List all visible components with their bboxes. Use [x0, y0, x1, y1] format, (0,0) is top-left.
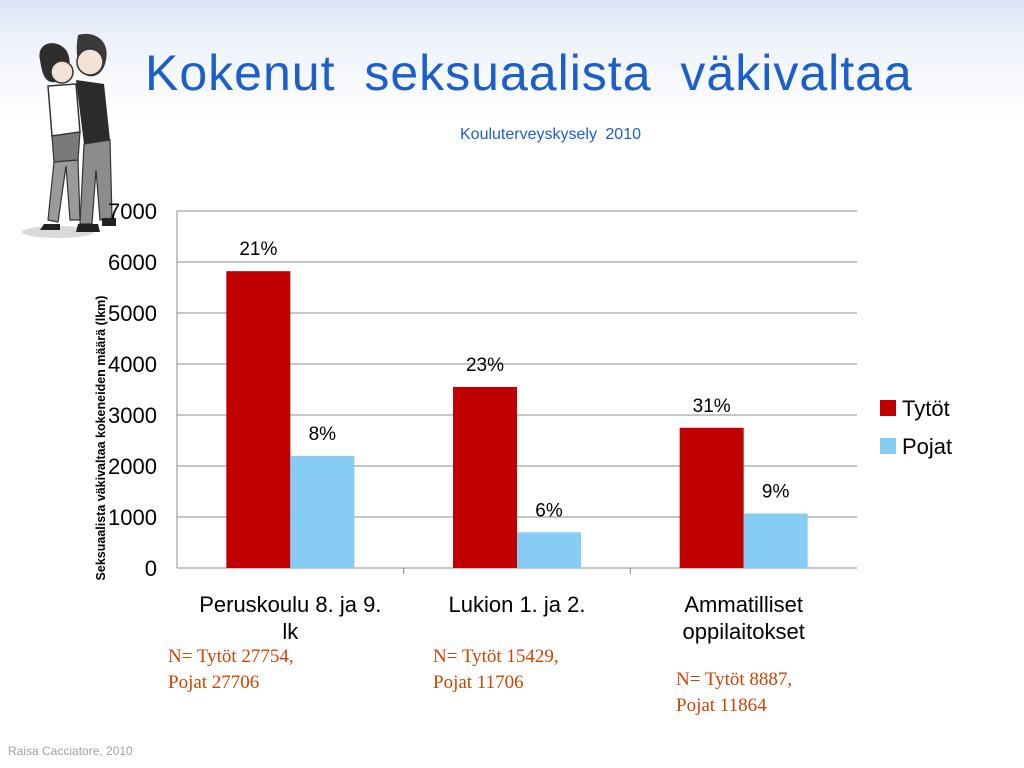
data-label: 31%: [693, 396, 731, 417]
note-ammatilliset: N= Tytöt 8887, Pojat 11864: [676, 667, 792, 719]
y-tick-label: 6000: [108, 250, 157, 275]
data-label: 9%: [762, 481, 790, 502]
y-tick-label: 0: [145, 556, 157, 581]
legend-swatch-pojat: [880, 438, 896, 454]
note-lukio-line1: N= Tytöt 15429,: [433, 646, 559, 667]
data-label: 8%: [309, 424, 337, 445]
y-tick-label: 7000: [108, 199, 157, 224]
y-tick-label: 1000: [108, 505, 157, 530]
note-peruskoulu-line1: N= Tytöt 27754,: [168, 646, 294, 667]
note-ammatilliset-line1: N= Tytöt 8887,: [676, 669, 793, 690]
x-category-label: Lukion 1. ja 2.: [449, 592, 586, 617]
legend-label-tytöt: Tytöt: [902, 396, 950, 421]
data-label: 23%: [466, 355, 504, 376]
data-label: 6%: [535, 500, 563, 521]
footer-credit: Raisa Cacciatore, 2010: [8, 744, 133, 758]
bar-pojat: [743, 513, 808, 568]
y-tick-label: 5000: [108, 301, 157, 326]
data-label: 21%: [239, 239, 277, 260]
couple-illustration: [18, 20, 118, 240]
note-peruskoulu: N= Tytöt 27754, Pojat 27706: [168, 644, 294, 696]
x-category-label: Peruskoulu 8. ja 9.: [199, 592, 381, 617]
note-peruskoulu-line2: Pojat 27706: [168, 672, 260, 693]
slide-title: Kokenut seksuaalista väkivaltaa: [145, 45, 913, 101]
y-axis-label: Seksuaalista väkivaltaa kokeneiden määrä…: [94, 295, 108, 581]
bar-tytöt: [226, 271, 291, 568]
slide-subtitle: Kouluterveyskysely 2010: [460, 126, 641, 143]
bar-tytöt: [453, 386, 517, 568]
x-category-label: oppilaitokset: [683, 619, 805, 644]
y-tick-label: 4000: [108, 352, 157, 377]
bar-pojat: [290, 455, 355, 568]
note-ammatilliset-line2: Pojat 11864: [676, 695, 767, 716]
y-tick-label: 2000: [108, 454, 157, 479]
y-tick-label: 3000: [108, 403, 157, 428]
note-lukio-line2: Pojat 11706: [433, 672, 524, 693]
bar-tytöt: [679, 427, 744, 568]
bar-pojat: [517, 532, 581, 568]
note-lukio: N= Tytöt 15429, Pojat 11706: [433, 644, 559, 696]
x-category-label: lk: [282, 619, 299, 644]
x-category-label: Ammatilliset: [684, 592, 803, 617]
legend-label-pojat: Pojat: [902, 434, 952, 459]
legend-swatch-tytöt: [880, 400, 896, 416]
